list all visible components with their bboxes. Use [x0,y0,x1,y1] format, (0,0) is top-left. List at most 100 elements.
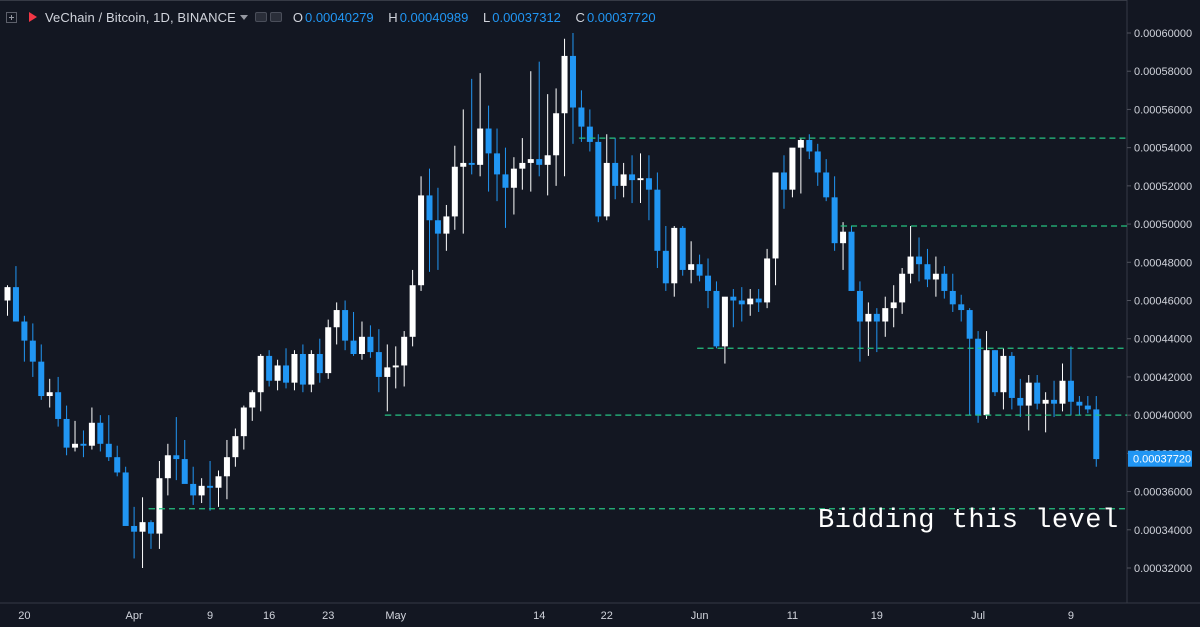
candle-body[interactable] [924,264,931,280]
candle-body[interactable] [865,313,872,322]
candle-body[interactable] [198,485,205,496]
candle-body[interactable] [485,128,492,154]
candle-body[interactable] [29,340,36,362]
candle-body[interactable] [806,140,813,152]
candle-body[interactable] [443,216,450,234]
symbol-title[interactable]: VeChain / Bitcoin, 1D, BINANCE [45,9,236,25]
candle-body[interactable] [856,290,863,322]
candle-body[interactable] [291,354,298,383]
candle-body[interactable] [308,354,315,385]
candle-body[interactable] [814,151,821,173]
candle-body[interactable] [249,392,256,408]
candle-body[interactable] [139,522,146,532]
candle-body[interactable] [1093,409,1100,460]
chevron-down-icon[interactable] [239,14,248,20]
candle-body[interactable] [949,290,956,305]
candle-body[interactable] [274,365,281,381]
candle-body[interactable] [266,355,273,381]
candle-body[interactable] [873,313,880,322]
candle-body[interactable] [63,418,70,448]
candle-body[interactable] [553,113,560,156]
candle-body[interactable] [519,162,526,169]
candle-body[interactable] [831,197,838,244]
candle-body[interactable] [772,172,779,259]
candle-body[interactable] [350,340,357,354]
candle-body[interactable] [401,336,408,366]
candle-body[interactable] [105,443,112,458]
candle-body[interactable] [434,220,441,234]
candle-body[interactable] [882,308,889,322]
candle-body[interactable] [468,162,475,165]
candle-body[interactable] [629,174,636,181]
candle-body[interactable] [578,107,585,127]
candle-body[interactable] [569,55,576,108]
candle-body[interactable] [392,365,399,368]
candle-body[interactable] [240,407,247,437]
candle-body[interactable] [637,178,644,181]
candle-body[interactable] [966,310,973,339]
candle-body[interactable] [764,258,771,303]
candle-body[interactable] [1051,399,1058,404]
candle-body[interactable] [38,361,45,397]
candle-body[interactable] [688,264,695,270]
candle-body[interactable] [654,189,661,251]
annotation-text[interactable]: Bidding this level [818,506,1119,536]
candle-body[interactable] [705,275,712,291]
candle-body[interactable] [671,227,678,284]
candle-body[interactable] [232,436,239,458]
candle-body[interactable] [257,355,264,393]
candle-body[interactable] [958,304,965,311]
candle-body[interactable] [502,174,509,188]
expand-icon[interactable] [6,11,17,23]
candle-body[interactable] [299,354,306,385]
candle-body[interactable] [358,336,365,354]
candle-body[interactable] [679,227,686,270]
candle-body[interactable] [88,422,95,446]
candle-body[interactable] [713,290,720,347]
candle-body[interactable] [1059,380,1066,404]
candle-body[interactable] [12,287,19,322]
candle-body[interactable] [147,522,154,534]
candle-body[interactable] [645,178,652,190]
candle-body[interactable] [181,459,188,484]
candle-body[interactable] [418,195,425,286]
candle-body[interactable] [510,168,517,188]
candle-body[interactable] [890,302,897,309]
candle-body[interactable] [789,147,796,190]
candle-body[interactable] [409,285,416,337]
candle-body[interactable] [1017,397,1024,406]
visibility-icon[interactable] [269,12,282,22]
candle-body[interactable] [916,256,923,265]
candle-body[interactable] [544,155,551,165]
candle-body[interactable] [460,162,467,167]
candle-body[interactable] [662,250,669,284]
candle-body[interactable] [477,128,484,165]
candle-body[interactable] [21,321,28,341]
candle-body[interactable] [342,310,349,341]
candle-body[interactable] [603,162,610,217]
candle-body[interactable] [797,140,804,148]
candle-body[interactable] [384,367,391,377]
candle-body[interactable] [97,422,104,444]
candle-body[interactable] [207,485,214,488]
candle-body[interactable] [451,166,458,217]
candle-body[interactable] [190,483,197,496]
candle-body[interactable] [991,350,998,393]
candle-body[interactable] [536,159,543,165]
candle-body[interactable] [283,365,290,383]
candle-body[interactable] [80,443,87,446]
candle-body[interactable] [333,310,340,328]
candle-body[interactable] [223,457,230,477]
candle-body[interactable] [780,172,787,190]
candle-body[interactable] [755,298,762,303]
candle-body[interactable] [907,256,914,274]
candle-body[interactable] [595,141,602,217]
candle-body[interactable] [840,231,847,244]
candle-body[interactable] [620,174,627,186]
candle-body[interactable] [1042,399,1049,404]
candle-body[interactable] [1076,401,1083,406]
candle-body[interactable] [164,455,171,479]
candle-body[interactable] [46,392,53,397]
